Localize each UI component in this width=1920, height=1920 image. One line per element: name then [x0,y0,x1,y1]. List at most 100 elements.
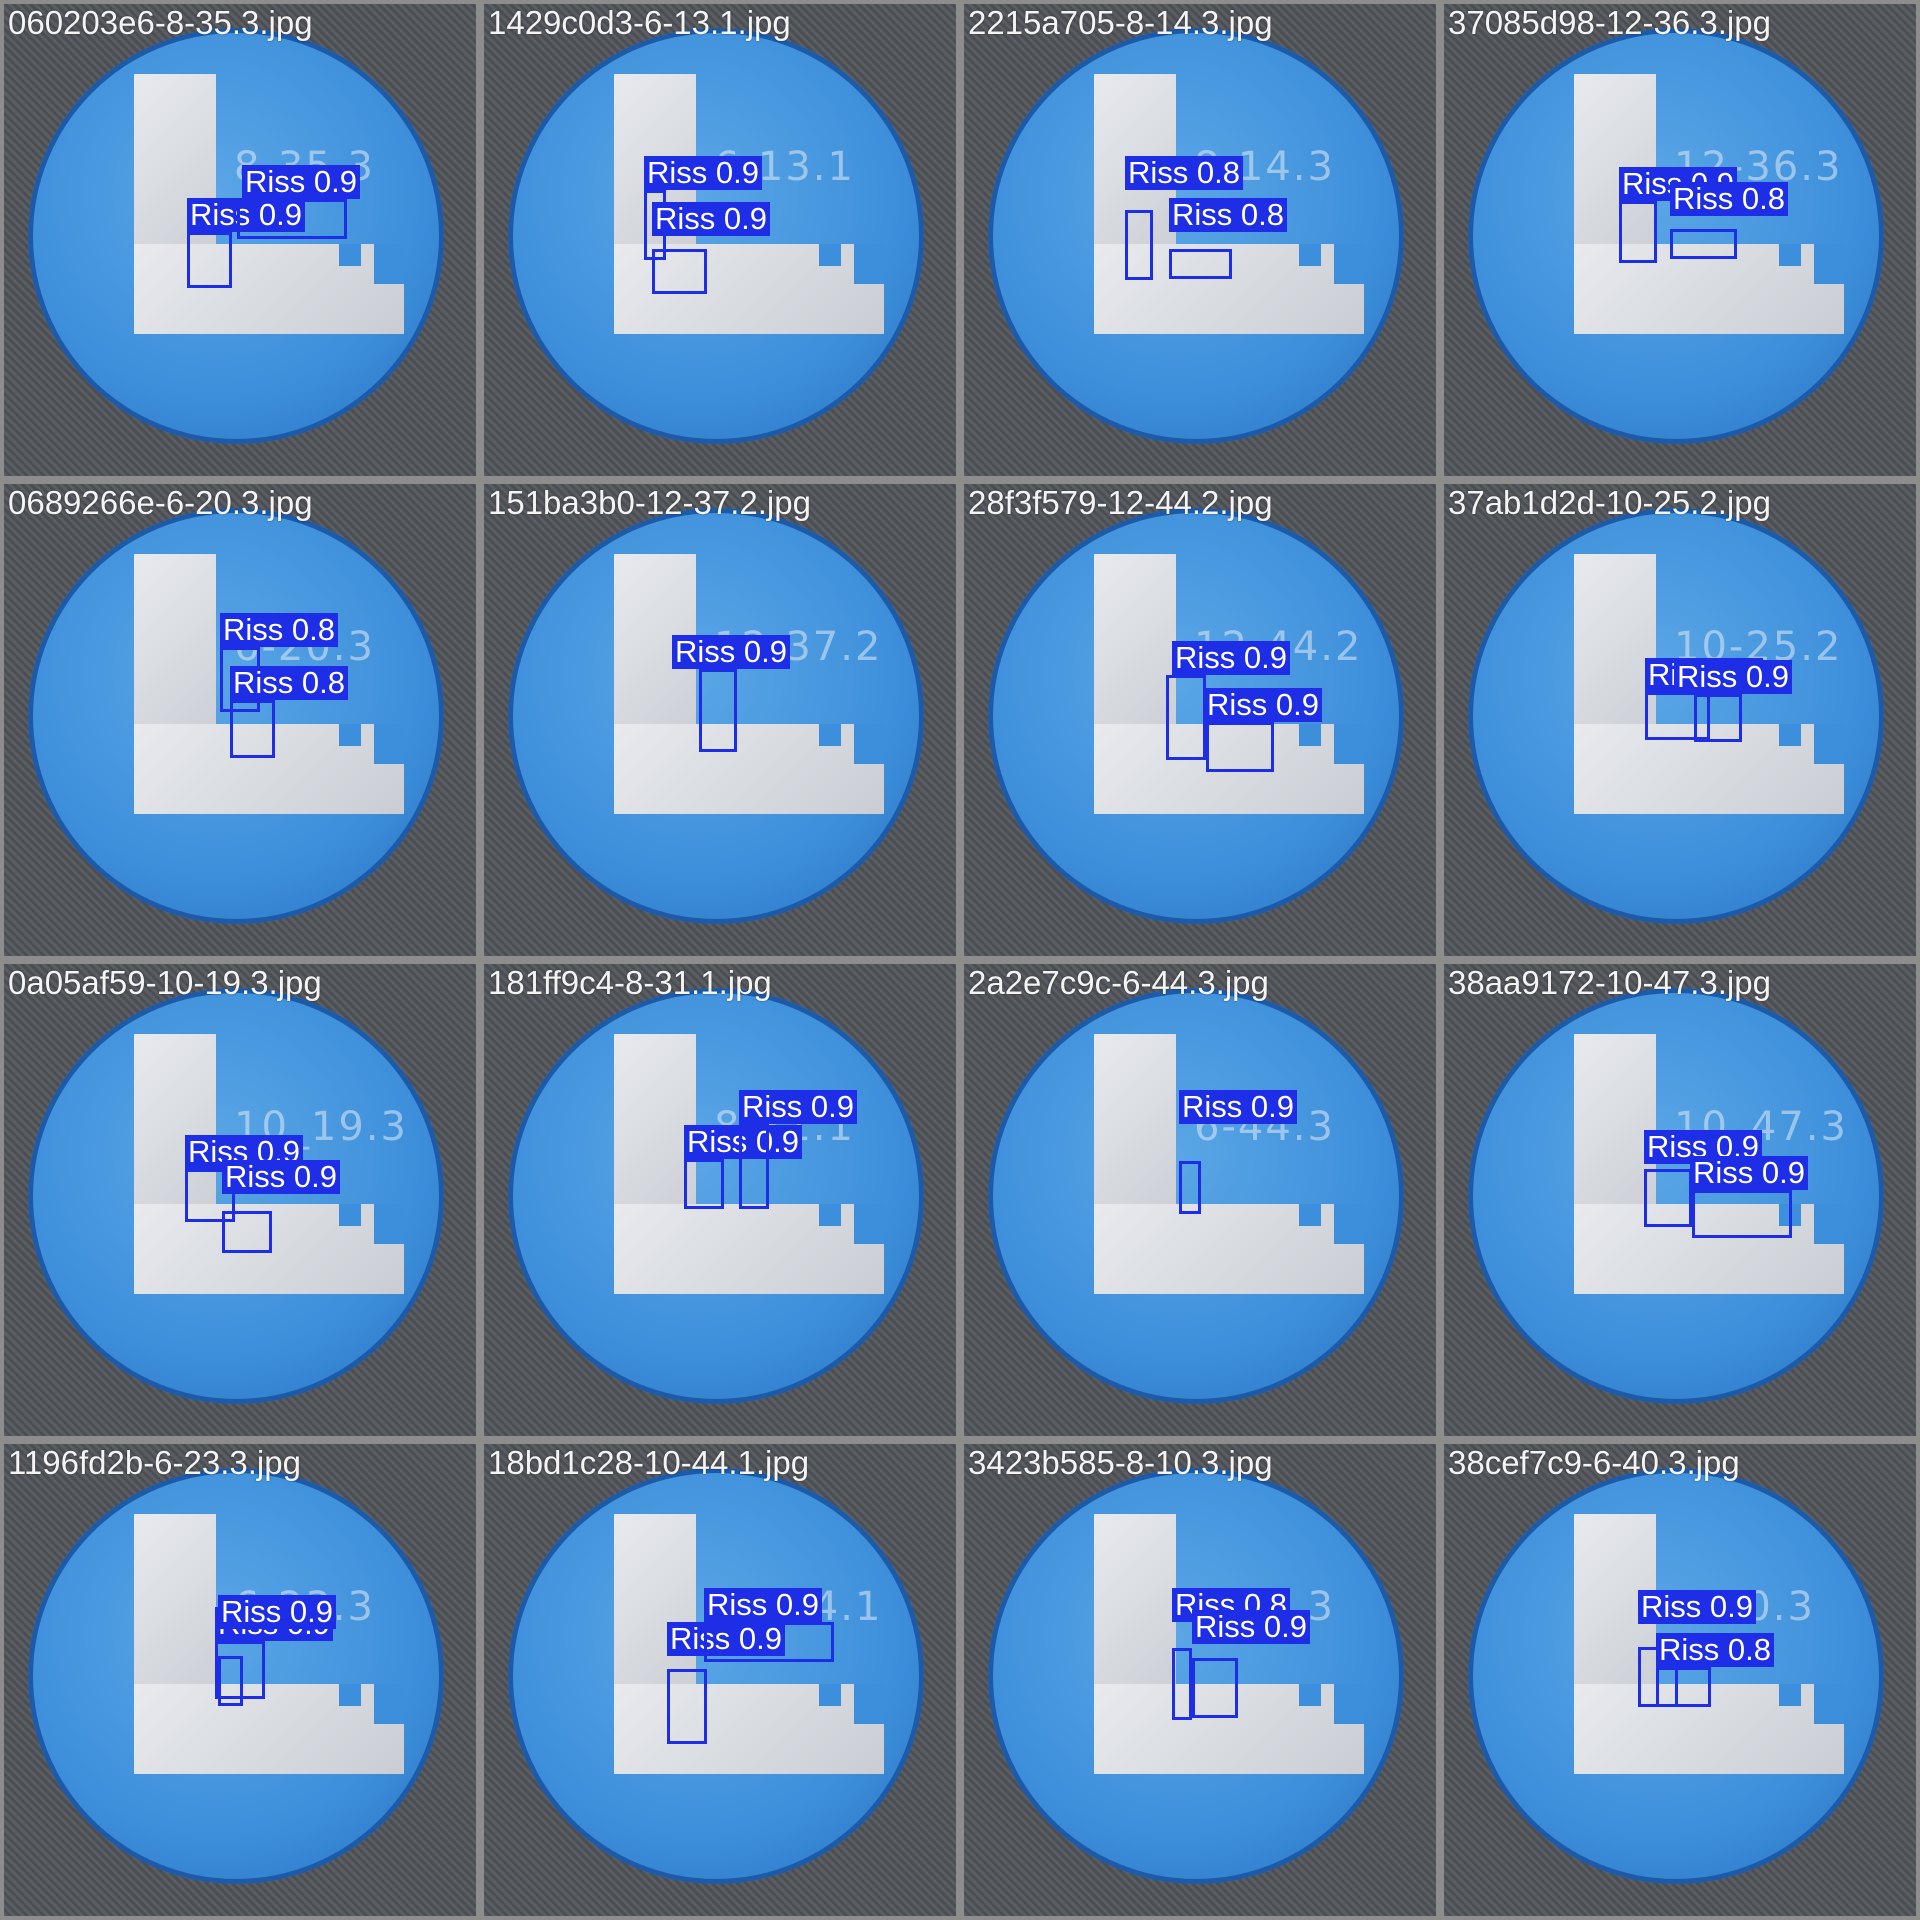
result-tile: 8-31.1 181ff9c4-8-31.1.jpg Riss 0.9Riss … [480,960,960,1440]
blue-disc [988,988,1404,1404]
plate-notch [1814,244,1844,284]
blue-disc [508,508,924,924]
blue-disc [28,28,444,444]
plate-notch [1779,724,1801,746]
detection-box [652,249,707,294]
plate-notch [819,1684,841,1706]
image-filename: 28f3f579-12-44.2.jpg [968,484,1273,521]
detection-box [1619,201,1657,263]
detection-box [684,1159,724,1209]
detection-label: Riss 0.9 [652,202,770,236]
plate-notch [374,724,404,764]
result-tile: 10_19.3 0a05af59-10-19.3.jpg Riss 0.9 Ris… [0,960,480,1440]
metal-plate-vertical [1574,554,1656,754]
plate-notch [1334,244,1364,284]
metal-plate-vertical [614,1034,696,1234]
blue-disc [1468,988,1884,1404]
plate-notch [1814,724,1844,764]
detection-label: Riss 0.9 [1638,1590,1756,1624]
detection-label: Riss 0.9 [739,1090,857,1124]
result-tile: 6-13.1 1429c0d3-6-13.1.jpg Riss 0.9 Riss … [480,0,960,480]
metal-plate-horizontal [614,1204,884,1294]
detection-box [699,669,737,752]
plate-notch [1779,1684,1801,1706]
image-filename: 38aa9172-10-47.3.jpg [1448,964,1771,1001]
detection-box [218,1656,243,1706]
image-filename: 0689266e-6-20.3.jpg [8,484,313,521]
plate-notch [1299,244,1321,266]
metal-plate-horizontal [614,724,884,814]
plate-notch [339,724,361,746]
plate-notch [819,244,841,266]
plate-notch [1334,1684,1364,1724]
metal-plate-horizontal [1094,1204,1364,1294]
detection-box [1644,1169,1692,1227]
detection-box [187,232,232,288]
detection-box [1166,675,1206,760]
detection-label: Riss 0.9 [1690,1156,1808,1190]
result-tile: 12-44.2 28f3f579-12-44.2.jpg Riss 0.9Ris… [960,480,1440,960]
detection-label: Riss 0.8 [220,613,338,647]
blue-disc [508,28,924,444]
detection-label: Riss 0.9 [672,635,790,669]
result-tile: 6-23.3 1196fd2b-6-23.3.jpg Riss 0.9Riss … [0,1440,480,1920]
detection-label: Riss 0.9 [1172,641,1290,675]
metal-plate-horizontal [614,1684,884,1774]
blue-disc [1468,508,1884,924]
detection-box [222,1211,272,1253]
image-filename: 1429c0d3-6-13.1.jpg [488,4,791,41]
detection-box [1692,1190,1792,1238]
blue-disc [988,1468,1404,1884]
image-filename: 151ba3b0-12-37.2.jpg [488,484,811,521]
detection-label: Riss 0.8 [1169,198,1287,232]
detection-box [704,1622,834,1662]
result-tile: 8-35.3 060203e6-8-35.3.jpg Riss 0.9Riss … [0,0,480,480]
plate-notch [339,1684,361,1706]
detection-label: Riss 0.8 [1670,182,1788,216]
plate-notch [1814,1204,1844,1244]
image-filename: 18bd1c28-10-44.1.jpg [488,1444,810,1481]
plate-notch [1814,1684,1844,1724]
result-tile: 10-25.2 37ab1d2d-10-25.2.jpg Riss 0.8Ris… [1440,480,1920,960]
plate-notch [819,724,841,746]
result-tile: 8-14.3 2215a705-8-14.3.jpg Riss 0.8 Riss … [960,0,1440,480]
detection-box [1172,1648,1192,1720]
detection-label: Riss 0.9 [1674,660,1792,694]
metal-plate-vertical [614,1514,696,1714]
plate-notch [1779,244,1801,266]
metal-plate-vertical [134,74,216,274]
blue-disc [988,28,1404,444]
detection-label: Riss 0.8 [230,666,348,700]
image-filename: 37085d98-12-36.3.jpg [1448,4,1771,41]
detection-label: Riss 0.8 [1656,1633,1774,1667]
plate-notch [339,244,361,266]
plate-notch [819,1204,841,1226]
metal-plate-vertical [1094,1514,1176,1714]
result-tile: 12-37.2 151ba3b0-12-37.2.jpg Riss 0.9Ris… [480,480,960,960]
detection-label: Riss 0.9 [1192,1610,1310,1644]
plate-notch [854,1684,884,1724]
result-tile: 6-40.3 38cef7c9-6-40.3.jpg Riss 0.9Riss … [1440,1440,1920,1920]
detection-label: Riss 0.8 [1125,156,1243,190]
detection-box [1192,1658,1238,1718]
result-tile: 10_47.3 38aa9172-10-47.3.jpg Riss 0.9 Ris… [1440,960,1920,1440]
image-filename: 38cef7c9-6-40.3.jpg [1448,1444,1740,1481]
detection-box [739,1124,769,1209]
blue-disc [28,1468,444,1884]
plate-notch [854,1204,884,1244]
image-filename: 0a05af59-10-19.3.jpg [8,964,322,1001]
detection-label: Riss 0.9 [644,156,762,190]
metal-plate-vertical [134,1514,216,1714]
plate-notch [854,244,884,284]
plate-notch [1334,724,1364,764]
detection-box [1179,1161,1201,1214]
plate-notch [854,724,884,764]
detection-label: Riss 0.9 [187,198,305,232]
detection-box [237,199,347,239]
metal-plate-vertical [1094,554,1176,754]
plate-notch [339,1204,361,1226]
detection-box [230,700,275,758]
blue-disc [988,508,1404,924]
detection-label: Riss 0.9 [218,1595,336,1629]
